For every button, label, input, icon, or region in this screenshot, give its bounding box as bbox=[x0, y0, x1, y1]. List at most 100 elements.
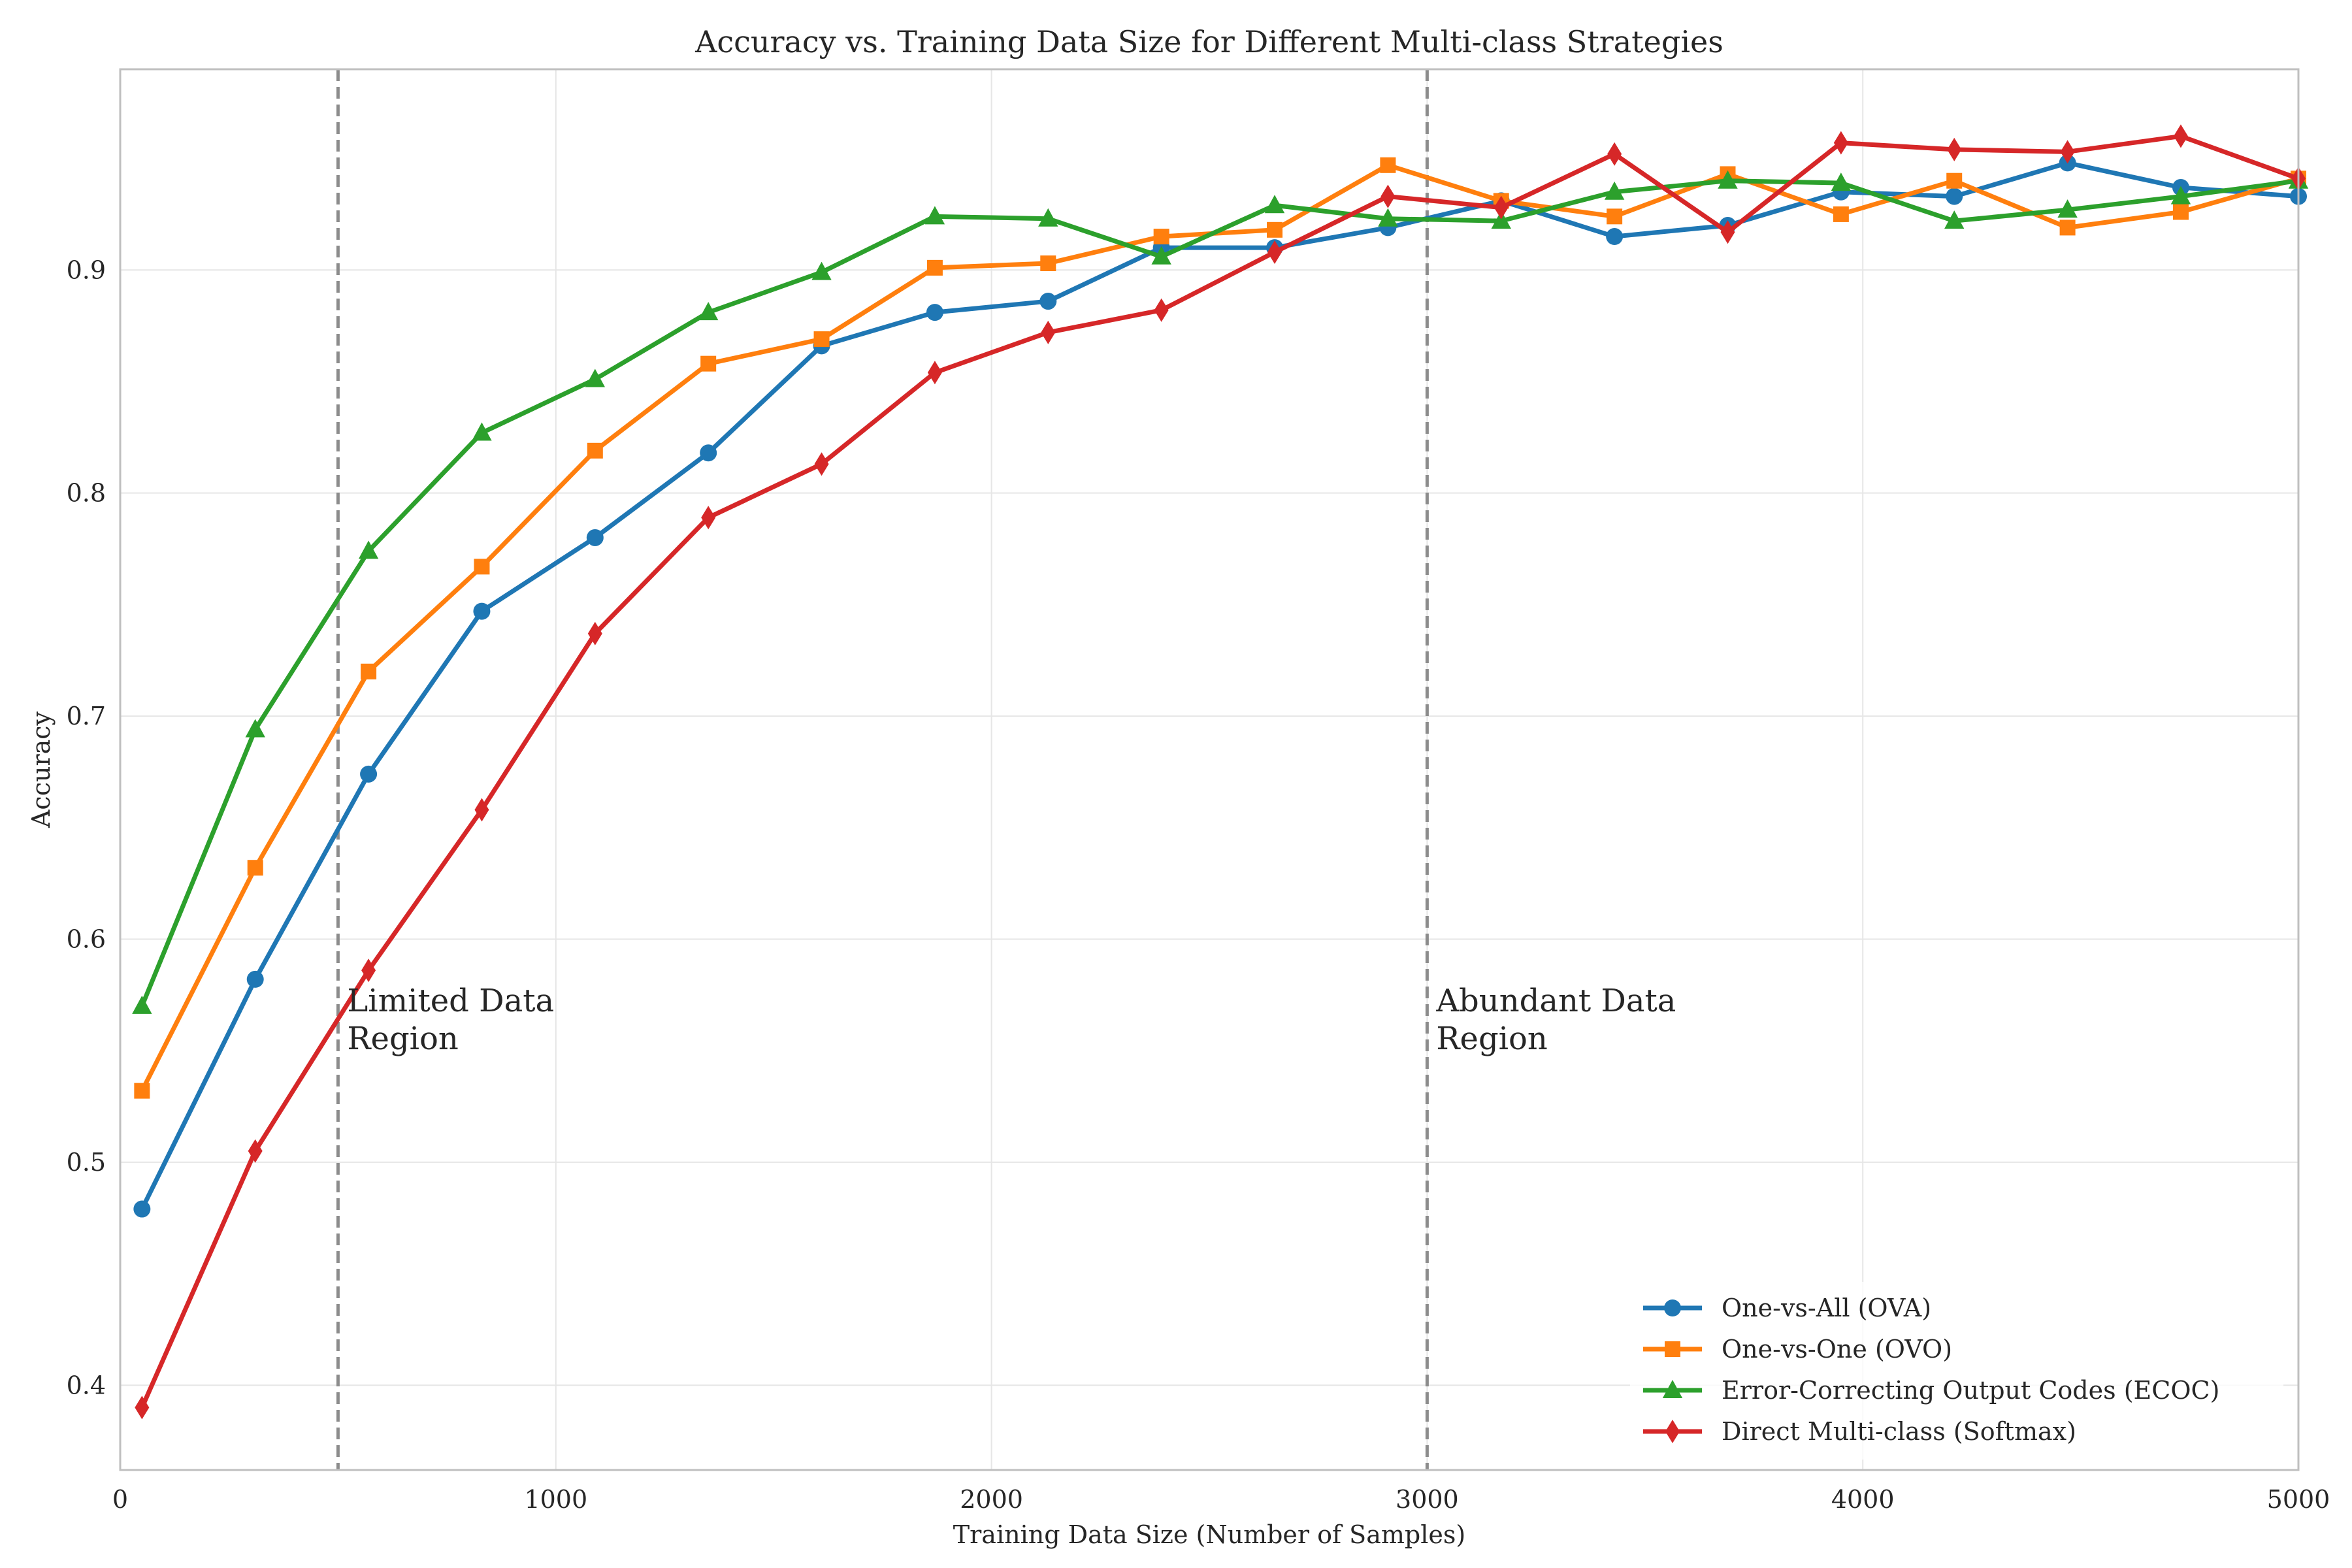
data-point bbox=[700, 355, 717, 372]
data-point bbox=[135, 1396, 150, 1420]
data-point bbox=[1946, 188, 1963, 205]
data-point bbox=[1833, 131, 1848, 155]
data-point bbox=[1038, 208, 1058, 227]
data-point bbox=[360, 765, 378, 783]
legend-item: One-vs-All (OVA) bbox=[1643, 1294, 1931, 1322]
data-point bbox=[1041, 320, 1056, 344]
data-point bbox=[472, 422, 492, 441]
data-point bbox=[587, 621, 602, 645]
data-point bbox=[700, 444, 717, 462]
data-point bbox=[245, 719, 265, 738]
data-point bbox=[1720, 220, 1735, 244]
y-tick-label: 0.7 bbox=[67, 702, 106, 730]
annotation-line: Limited Data bbox=[347, 983, 554, 1019]
data-point bbox=[1491, 210, 1511, 229]
data-point bbox=[2057, 199, 2078, 218]
legend-item: One-vs-One (OVO) bbox=[1643, 1335, 1952, 1364]
data-point bbox=[1378, 208, 1398, 227]
series-layer bbox=[132, 124, 2309, 1420]
legend-label: One-vs-One (OVO) bbox=[1722, 1335, 1952, 1364]
data-point bbox=[1039, 293, 1057, 310]
legend-marker bbox=[1665, 1420, 1680, 1443]
data-point bbox=[2059, 220, 2076, 236]
data-point bbox=[361, 663, 377, 679]
data-point bbox=[1606, 228, 1624, 246]
data-point bbox=[1154, 298, 1169, 322]
data-point bbox=[134, 1083, 150, 1099]
data-point bbox=[474, 798, 489, 822]
x-tick-label: 3000 bbox=[1396, 1485, 1459, 1514]
annotation-line: Region bbox=[1436, 1021, 1547, 1057]
data-point bbox=[1607, 142, 1622, 166]
annotation-line: Abundant Data bbox=[1435, 983, 1676, 1019]
data-point bbox=[1380, 157, 1396, 173]
data-point bbox=[361, 958, 376, 983]
chart-title: Accuracy vs. Training Data Size for Diff… bbox=[694, 24, 1723, 59]
legend-marker bbox=[1662, 1380, 1683, 1398]
data-point bbox=[358, 540, 379, 559]
data-point bbox=[1380, 184, 1396, 208]
data-point bbox=[814, 452, 829, 476]
data-point bbox=[473, 602, 491, 620]
data-point bbox=[1718, 170, 1738, 189]
data-point bbox=[247, 860, 263, 876]
legend-label: Error-Correcting Output Codes (ECOC) bbox=[1722, 1376, 2219, 1405]
legend-label: One-vs-All (OVA) bbox=[1722, 1294, 1931, 1322]
data-point bbox=[1264, 195, 1285, 214]
data-point bbox=[248, 1139, 263, 1163]
legend-box bbox=[1630, 1282, 2283, 1460]
x-tick-label: 0 bbox=[112, 1485, 128, 1514]
data-point bbox=[474, 559, 490, 575]
x-axis-label: Training Data Size (Number of Samples) bbox=[953, 1520, 1465, 1549]
data-point bbox=[1833, 206, 1849, 222]
data-point bbox=[1831, 172, 1852, 191]
x-tick-label: 4000 bbox=[1831, 1485, 1895, 1514]
region-annotation: Limited Data Region bbox=[347, 983, 554, 1057]
data-point bbox=[1040, 255, 1056, 272]
x-tick-label: 1000 bbox=[524, 1485, 587, 1514]
series-group bbox=[135, 124, 2306, 1420]
series-line bbox=[139, 178, 2301, 1009]
series-group bbox=[132, 170, 2309, 1014]
data-point bbox=[926, 259, 943, 276]
data-point bbox=[813, 331, 830, 348]
data-point bbox=[698, 302, 719, 321]
series-line bbox=[139, 160, 2301, 1212]
data-point bbox=[2172, 204, 2189, 220]
data-point bbox=[1947, 137, 1962, 161]
series-line bbox=[139, 133, 2301, 1410]
data-point bbox=[811, 261, 832, 280]
data-point bbox=[586, 529, 604, 546]
reference-lines bbox=[336, 69, 1429, 1470]
data-point bbox=[1494, 195, 1509, 220]
y-tick-label: 0.6 bbox=[67, 924, 106, 953]
data-point bbox=[585, 368, 606, 387]
x-tick-label: 2000 bbox=[960, 1485, 1023, 1514]
data-point bbox=[1153, 229, 1169, 245]
tick-layer: 0 1000 2000 3000 4000 5000 0.4 0.5 0.6 0.7 0.8 0.9 bbox=[67, 255, 2330, 1514]
legend-marker bbox=[1665, 1341, 1680, 1357]
data-point bbox=[1607, 208, 1623, 225]
data-point bbox=[1267, 240, 1282, 264]
x-tick-label: 5000 bbox=[2267, 1485, 2330, 1514]
data-point bbox=[1944, 210, 1965, 229]
y-tick-label: 0.8 bbox=[67, 479, 106, 508]
data-point bbox=[2173, 124, 2188, 148]
region-annotation: Abundant Data Region bbox=[1435, 983, 1676, 1057]
legend-marker bbox=[1664, 1299, 1681, 1316]
data-point bbox=[1267, 221, 1283, 238]
y-axis-label: Accuracy bbox=[27, 711, 56, 828]
data-point bbox=[924, 206, 945, 225]
data-point bbox=[133, 1200, 151, 1218]
y-tick-label: 0.5 bbox=[67, 1148, 106, 1177]
plot-frame bbox=[119, 68, 2300, 1471]
data-point bbox=[246, 970, 264, 988]
annotation-line: Region bbox=[347, 1021, 458, 1057]
legend-item: Error-Correcting Output Codes (ECOC) bbox=[1643, 1376, 2219, 1405]
data-point bbox=[132, 995, 152, 1014]
data-point bbox=[2170, 186, 2191, 204]
data-point bbox=[1151, 246, 1171, 265]
